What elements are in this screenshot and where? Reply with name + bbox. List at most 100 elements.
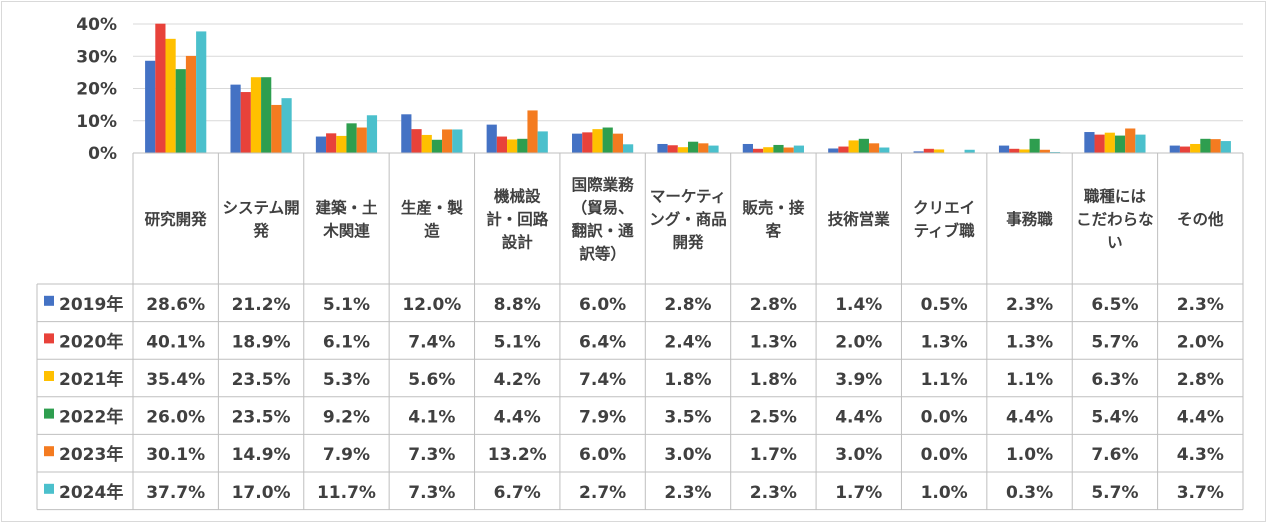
bar: [452, 129, 463, 153]
bar: [196, 31, 207, 154]
bar: [1029, 138, 1040, 153]
bar: [155, 23, 166, 153]
data-value-label: 7.3%: [408, 445, 455, 465]
bar: [1094, 134, 1105, 153]
bar: [677, 147, 688, 153]
bar: [145, 60, 156, 153]
bar: [572, 133, 583, 153]
legend-key: [44, 408, 54, 419]
data-value-label: 2.0%: [1177, 332, 1224, 352]
data-value-label: 5.3%: [323, 370, 370, 390]
bar: [592, 129, 603, 153]
bar: [315, 136, 327, 153]
bar: [240, 92, 251, 153]
bar: [793, 145, 804, 153]
legend-key: [44, 371, 54, 381]
bar: [261, 77, 272, 153]
data-value-label: 0.3%: [1006, 483, 1053, 503]
data-value-label: 40.1%: [146, 332, 205, 352]
data-value-label: 4.4%: [494, 408, 541, 428]
data-value-label: 5.4%: [1091, 408, 1138, 428]
data-value-label: 1.8%: [664, 370, 711, 390]
bar: [602, 127, 613, 153]
bar: [708, 145, 719, 153]
bar: [1084, 132, 1095, 153]
bar: [933, 149, 945, 153]
data-value-label: 1.4%: [835, 295, 882, 315]
data-value-label: 1.3%: [921, 332, 968, 352]
bar: [175, 69, 186, 153]
category-label: 研究開発: [145, 210, 208, 229]
bar: [783, 147, 794, 153]
bar: [527, 110, 538, 153]
data-value-label: 6.7%: [494, 483, 541, 503]
bar: [421, 134, 432, 153]
data-value-label: 2.8%: [664, 295, 711, 315]
bar: [411, 129, 422, 153]
data-value-label: 9.2%: [323, 408, 370, 428]
data-value-label: 11.7%: [317, 483, 376, 503]
bar: [742, 143, 753, 153]
series-name: 2023年: [59, 444, 123, 465]
bar: [496, 136, 508, 153]
bar: [356, 127, 367, 153]
data-value-label: 4.4%: [835, 408, 882, 428]
bar: [582, 132, 593, 153]
bar: [1190, 143, 1201, 153]
data-value-label: 28.6%: [146, 295, 205, 315]
data-value-label: 2.7%: [579, 483, 626, 503]
data-value-label: 2.8%: [1177, 370, 1224, 390]
series-name: 2021年: [59, 369, 123, 390]
series-name: 2019年: [59, 294, 123, 315]
data-value-label: 23.5%: [232, 408, 291, 428]
data-value-label: 17.0%: [232, 483, 291, 503]
data-value-label: 2.5%: [750, 408, 797, 428]
category-label: 事務職: [1006, 210, 1053, 229]
data-value-label: 23.5%: [232, 370, 291, 390]
bar: [185, 55, 197, 153]
y-tick-label: 40%: [76, 15, 117, 35]
data-value-label: 2.3%: [1177, 295, 1224, 315]
bar: [1135, 134, 1146, 153]
bar: [431, 139, 443, 153]
bar: [537, 131, 548, 153]
bar: [923, 148, 934, 153]
bar: [858, 138, 869, 153]
bar: [1114, 135, 1126, 153]
bar: [964, 149, 975, 153]
category-label: 建築・土木関連: [315, 198, 378, 240]
bar: [868, 143, 880, 153]
data-value-label: 21.2%: [232, 295, 291, 315]
bar: [828, 148, 839, 153]
data-value-label: 6.5%: [1091, 295, 1138, 315]
data-value-label: 6.3%: [1091, 370, 1138, 390]
data-value-label: 3.0%: [664, 445, 711, 465]
data-value-label: 13.2%: [488, 445, 547, 465]
bar: [752, 148, 764, 153]
data-value-label: 1.3%: [750, 332, 797, 352]
category-label: クリエイティブ職: [913, 199, 975, 240]
data-value-label: 1.1%: [921, 370, 968, 390]
data-value-label: 1.8%: [750, 370, 797, 390]
data-value-label: 7.9%: [579, 408, 626, 428]
series-name: 2024年: [59, 482, 123, 503]
y-tick-label: 20%: [76, 80, 117, 100]
data-value-label: 5.1%: [494, 332, 541, 352]
category-label: その他: [1177, 210, 1224, 229]
data-value-label: 8.8%: [494, 295, 541, 315]
category-label: 販売・接客: [742, 198, 805, 240]
data-value-label: 18.9%: [232, 332, 291, 352]
bar: [657, 143, 668, 153]
bar: [1220, 141, 1231, 153]
bar: [773, 144, 784, 153]
category-label: マーケティング・商品開発: [649, 188, 727, 252]
bar: [271, 104, 282, 153]
data-value-label: 7.4%: [408, 332, 455, 352]
data-value-label: 3.9%: [835, 370, 882, 390]
data-value-label: 6.0%: [579, 295, 626, 315]
data-value-label: 2.4%: [664, 332, 711, 352]
data-value-label: 1.0%: [921, 483, 968, 503]
data-value-label: 14.9%: [232, 445, 291, 465]
bar: [1179, 146, 1191, 153]
